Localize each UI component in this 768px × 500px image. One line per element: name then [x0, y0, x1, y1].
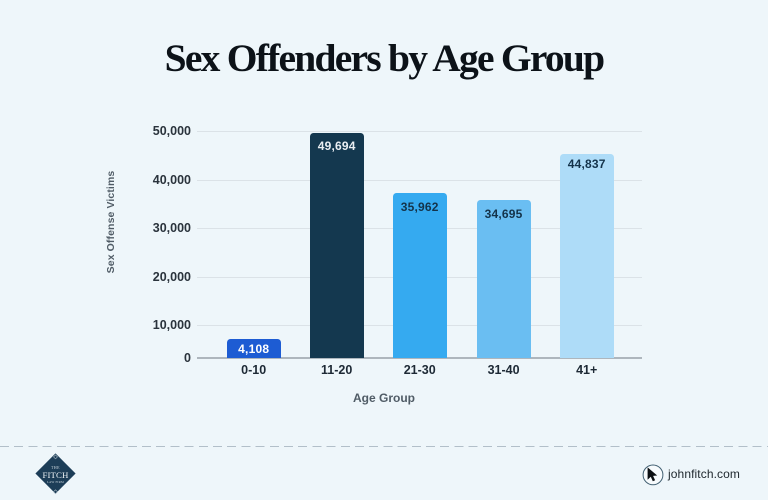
svg-text:THE: THE: [51, 466, 60, 470]
svg-text:LAW FIRM: LAW FIRM: [47, 480, 64, 484]
svg-text:FITCH: FITCH: [43, 470, 69, 480]
